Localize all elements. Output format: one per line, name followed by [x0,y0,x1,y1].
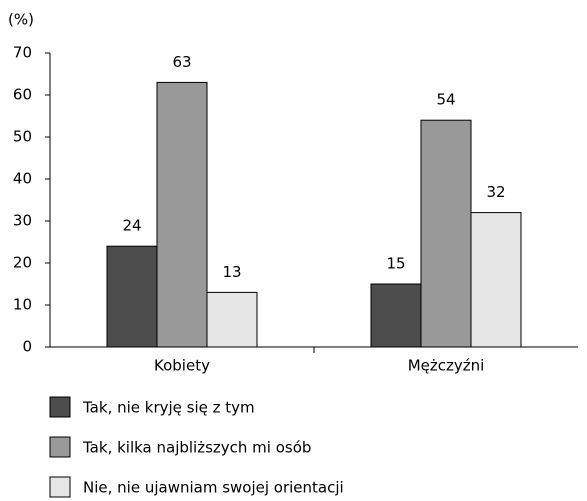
legend-label: Tak, nie kryję się z tym [82,399,255,417]
legend-label: Nie, nie ujawniam swojej orientacji [83,479,344,497]
data-label: 24 [122,217,141,235]
y-tick-label: 60 [13,86,32,104]
y-tick-label: 70 [13,44,32,62]
y-tick-label: 30 [13,212,32,230]
bar [106,245,158,348]
y-tick-label: 0 [22,338,32,356]
legend-swatch [49,436,71,458]
data-label: 32 [486,183,505,201]
bar [206,291,258,348]
y-tick-label: 40 [13,170,32,188]
legend-swatch [49,476,71,498]
legend-swatch [49,396,71,418]
bar [420,119,472,348]
bar [370,283,422,348]
y-tick-label: 20 [13,254,32,272]
y-axis-label: (%) [8,11,34,29]
y-tick-label: 50 [13,128,32,146]
y-tick-label: 10 [13,296,32,314]
bar [470,212,522,348]
data-label: 13 [222,263,241,281]
data-label: 63 [172,53,191,71]
x-tick-label: Kobiety [154,357,210,375]
bar [156,81,208,348]
data-label: 15 [386,255,405,273]
x-tick-label: Mężczyźni [408,357,485,375]
data-label: 54 [436,91,455,109]
legend-label: Tak, kilka najbliższych mi osób [82,439,311,457]
